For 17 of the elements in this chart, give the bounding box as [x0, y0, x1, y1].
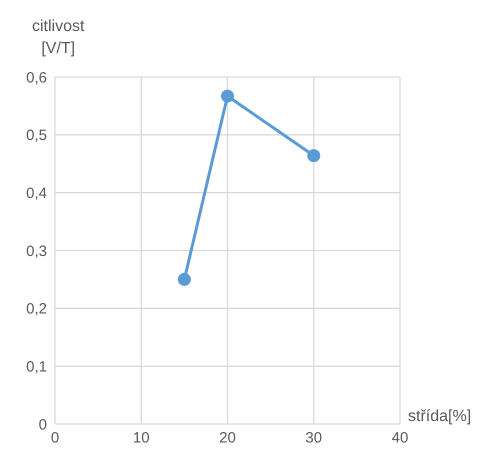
y-tick-label: 0,5 [26, 127, 47, 144]
y-tick-label: 0,4 [26, 184, 47, 202]
y-tick-label: 0 [38, 416, 47, 434]
y-tick-label: 0,1 [26, 358, 47, 376]
y-tick-label: 0,3 [26, 242, 47, 260]
point [178, 272, 191, 286]
y-axis-title: citlivost [V/T] [32, 17, 84, 59]
y-tick-label: 0,2 [26, 300, 47, 318]
x-tick-label: 10 [132, 430, 150, 447]
y-tick-label: 0,6 [26, 69, 47, 86]
point [221, 90, 234, 103]
point [307, 149, 320, 162]
x-tick-label: 30 [305, 430, 322, 447]
x-axis-title: střída[%] [408, 408, 472, 426]
x-tick-label: 20 [219, 430, 236, 447]
x-tick-label: 40 [392, 430, 408, 447]
x-tick-label: 0 [50, 430, 60, 447]
